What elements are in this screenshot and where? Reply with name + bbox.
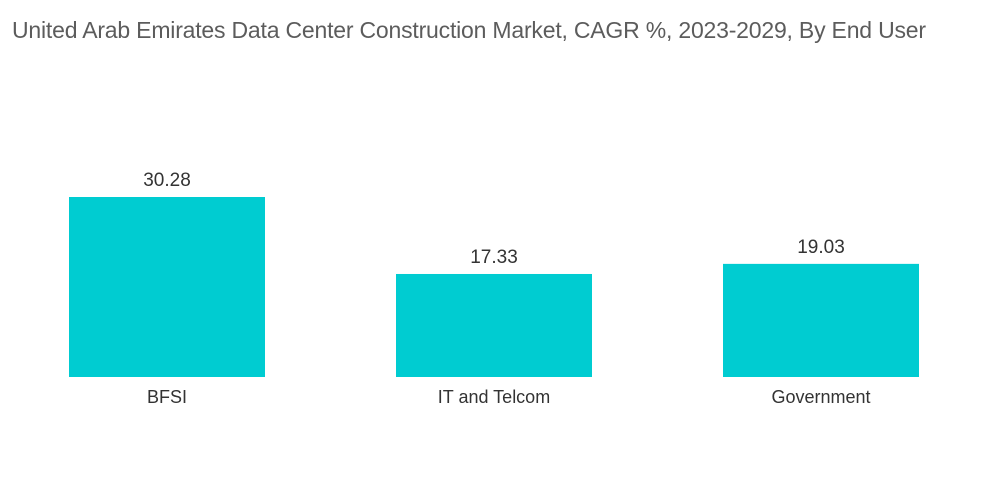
- value-label-it-and-telcom: 17.33: [470, 247, 518, 268]
- bar-it-and-telcom: [396, 273, 592, 377]
- value-label-bfsi: 30.28: [143, 170, 191, 191]
- x-tick-label-bfsi: BFSI: [147, 387, 187, 407]
- x-tick-label-it-and-telcom: IT and Telcom: [438, 387, 550, 407]
- chart-title: United Arab Emirates Data Center Constru…: [12, 17, 926, 43]
- bar-bfsi: [69, 197, 265, 377]
- bar-government: [723, 263, 919, 377]
- tick-labels-layer: BFSI IT and Telcom Government: [147, 387, 871, 407]
- x-tick-label-government: Government: [771, 387, 870, 407]
- value-labels-layer: 30.28 17.33 19.03: [143, 170, 845, 268]
- bars-layer: [69, 197, 919, 377]
- value-label-government: 19.03: [797, 237, 845, 258]
